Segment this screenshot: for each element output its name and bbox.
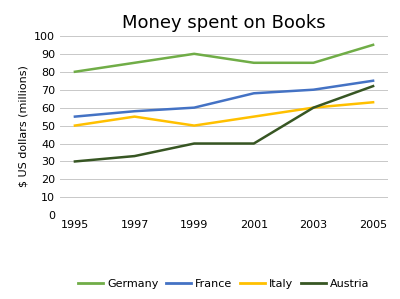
Legend: Germany, France, Italy, Austria: Germany, France, Italy, Austria xyxy=(74,275,374,294)
Title: Money spent on Books: Money spent on Books xyxy=(122,13,326,32)
Y-axis label: $ US dollars (millions): $ US dollars (millions) xyxy=(18,65,28,187)
